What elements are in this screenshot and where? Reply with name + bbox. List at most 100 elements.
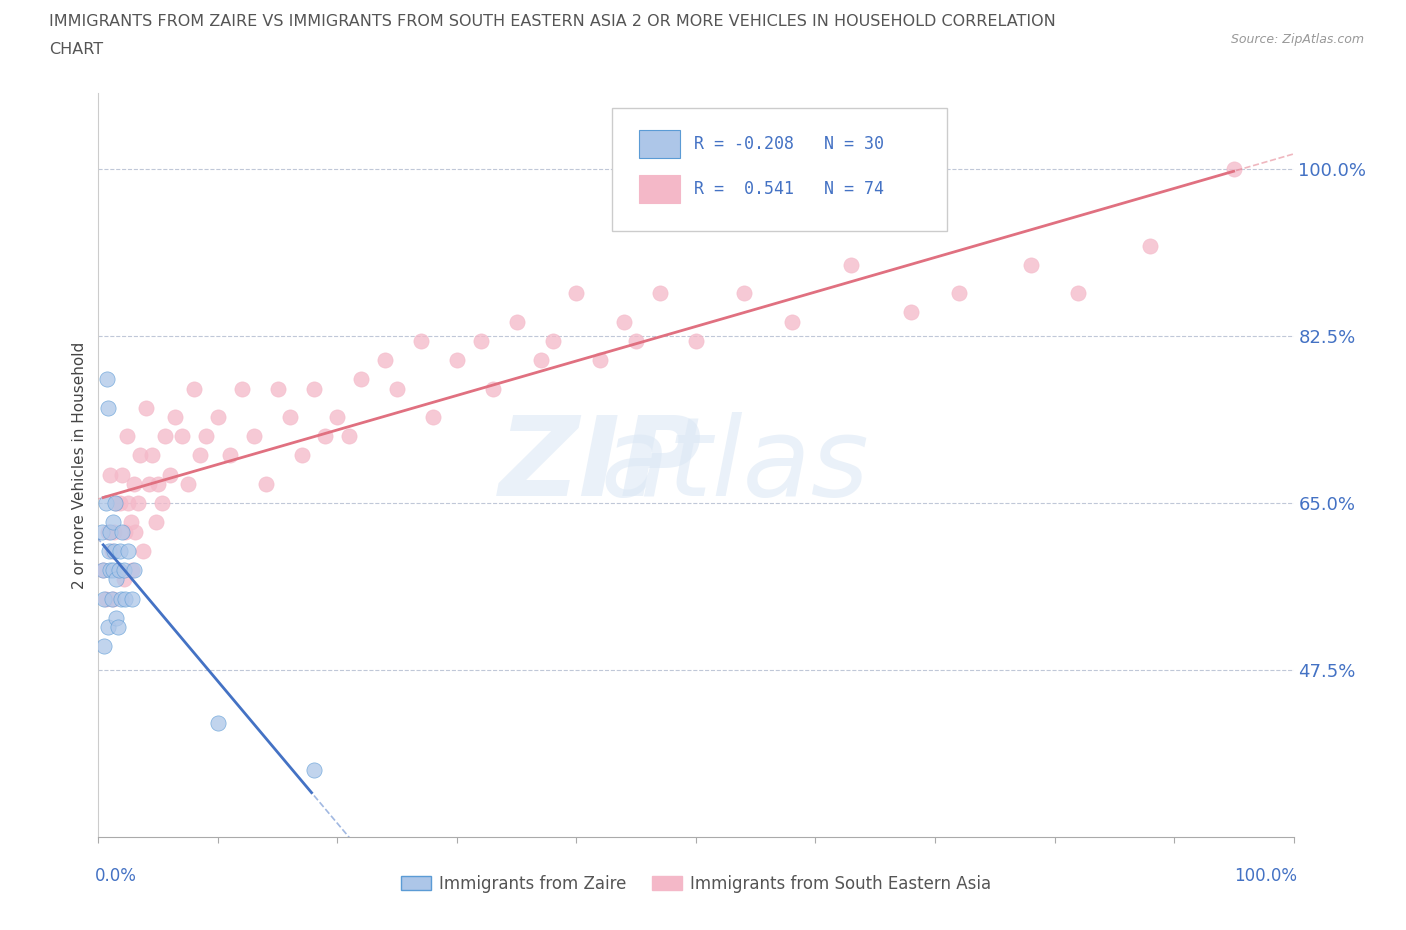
Point — [108, 543, 131, 558]
Point — [97, 400, 120, 415]
Point — [565, 286, 588, 300]
Point — [267, 381, 290, 396]
Point — [108, 496, 131, 511]
Point — [302, 763, 325, 777]
Point — [207, 410, 229, 425]
Y-axis label: 2 or more Vehicles in Household: 2 or more Vehicles in Household — [72, 341, 87, 589]
Point — [103, 543, 125, 558]
Point — [97, 525, 120, 539]
Point — [145, 515, 167, 530]
Point — [150, 496, 173, 511]
Point — [141, 448, 163, 463]
Point — [339, 429, 361, 444]
Point — [613, 314, 636, 329]
Point — [302, 381, 325, 396]
Point — [172, 429, 194, 444]
Text: ZIP: ZIP — [499, 411, 702, 519]
Point — [243, 429, 266, 444]
Point — [111, 467, 134, 482]
Text: R =  0.541   N = 74: R = 0.541 N = 74 — [693, 180, 883, 198]
Point — [780, 314, 803, 329]
Point — [98, 467, 122, 482]
Point — [127, 496, 149, 511]
Legend: Immigrants from Zaire, Immigrants from South Eastern Asia: Immigrants from Zaire, Immigrants from S… — [394, 868, 998, 899]
Text: IMMIGRANTS FROM ZAIRE VS IMMIGRANTS FROM SOUTH EASTERN ASIA 2 OR MORE VEHICLES I: IMMIGRANTS FROM ZAIRE VS IMMIGRANTS FROM… — [49, 14, 1056, 29]
Point — [91, 563, 114, 578]
Point — [350, 372, 373, 387]
Point — [112, 572, 135, 587]
Point — [98, 543, 121, 558]
Point — [107, 563, 129, 578]
Point — [326, 410, 349, 425]
Point — [96, 372, 118, 387]
Point — [1223, 162, 1246, 177]
Point — [103, 525, 125, 539]
Point — [219, 448, 242, 463]
Point — [121, 563, 143, 578]
Point — [105, 610, 128, 625]
Point — [120, 515, 142, 530]
Point — [254, 477, 277, 492]
Point — [948, 286, 970, 300]
Point — [121, 591, 143, 606]
Point — [100, 591, 122, 606]
Point — [482, 381, 505, 396]
Point — [94, 496, 117, 511]
Point — [115, 429, 138, 444]
Text: R = -0.208   N = 30: R = -0.208 N = 30 — [693, 136, 883, 153]
Point — [124, 477, 146, 492]
Point — [177, 477, 200, 492]
Point — [541, 334, 564, 349]
Point — [98, 563, 122, 578]
Text: 0.0%: 0.0% — [94, 867, 136, 884]
Point — [278, 410, 301, 425]
Point — [188, 448, 211, 463]
Point — [93, 591, 115, 606]
FancyBboxPatch shape — [638, 175, 681, 203]
Point — [470, 334, 492, 349]
Point — [98, 525, 122, 539]
Point — [155, 429, 177, 444]
Point — [291, 448, 314, 463]
Point — [114, 591, 136, 606]
FancyBboxPatch shape — [638, 130, 681, 158]
Point — [97, 619, 120, 634]
Point — [101, 591, 124, 606]
Point — [111, 525, 134, 539]
Point — [1067, 286, 1090, 300]
Point — [93, 639, 115, 654]
Point — [94, 591, 117, 606]
Point — [138, 477, 160, 492]
Point — [124, 563, 146, 578]
Point — [589, 352, 612, 367]
Point — [105, 572, 128, 587]
Point — [117, 496, 139, 511]
Point — [207, 715, 229, 730]
Point — [374, 352, 396, 367]
Point — [105, 496, 128, 511]
Point — [91, 563, 114, 578]
Point — [195, 429, 218, 444]
Point — [148, 477, 170, 492]
Point — [900, 305, 922, 320]
Point — [530, 352, 553, 367]
Point — [124, 525, 146, 539]
Point — [385, 381, 409, 396]
Point — [110, 591, 132, 606]
Text: Source: ZipAtlas.com: Source: ZipAtlas.com — [1230, 33, 1364, 46]
Point — [107, 619, 129, 634]
Point — [446, 352, 468, 367]
Point — [91, 525, 114, 539]
Text: 100.0%: 100.0% — [1234, 867, 1298, 884]
FancyBboxPatch shape — [613, 108, 948, 231]
Point — [231, 381, 253, 396]
Point — [101, 515, 124, 530]
Text: atlas: atlas — [600, 411, 869, 519]
Point — [135, 400, 157, 415]
Point — [129, 448, 152, 463]
Point — [315, 429, 337, 444]
Point — [163, 410, 186, 425]
Point — [114, 525, 136, 539]
Point — [117, 543, 139, 558]
Text: CHART: CHART — [49, 42, 103, 57]
